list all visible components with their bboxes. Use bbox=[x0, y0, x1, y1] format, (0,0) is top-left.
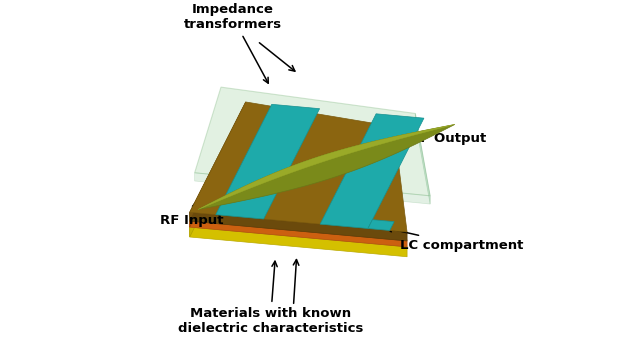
Polygon shape bbox=[194, 87, 430, 196]
Polygon shape bbox=[368, 220, 394, 231]
Polygon shape bbox=[198, 124, 455, 209]
Polygon shape bbox=[190, 117, 246, 237]
Polygon shape bbox=[190, 111, 407, 241]
Text: RF Input: RF Input bbox=[160, 202, 223, 227]
Polygon shape bbox=[190, 102, 407, 232]
Polygon shape bbox=[198, 124, 455, 209]
Polygon shape bbox=[190, 221, 407, 247]
Polygon shape bbox=[190, 227, 407, 257]
Text: Impedance
transformers: Impedance transformers bbox=[184, 3, 282, 83]
Polygon shape bbox=[415, 113, 430, 204]
Text: RF Output: RF Output bbox=[375, 132, 487, 145]
Text: LC compartment: LC compartment bbox=[387, 227, 524, 252]
Polygon shape bbox=[216, 104, 320, 219]
Polygon shape bbox=[194, 173, 430, 204]
Polygon shape bbox=[320, 114, 424, 228]
Polygon shape bbox=[190, 117, 407, 247]
Text: Materials with known
dielectric characteristics: Materials with known dielectric characte… bbox=[178, 261, 363, 335]
Polygon shape bbox=[190, 212, 407, 241]
Polygon shape bbox=[190, 111, 246, 227]
Polygon shape bbox=[190, 102, 246, 221]
